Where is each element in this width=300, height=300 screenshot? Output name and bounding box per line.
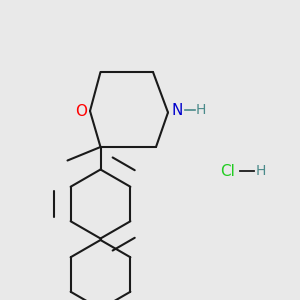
- Text: H: H: [195, 103, 206, 117]
- Text: O: O: [76, 103, 88, 118]
- Text: N: N: [171, 103, 183, 118]
- Text: Cl: Cl: [220, 164, 236, 178]
- Text: H: H: [255, 164, 266, 178]
